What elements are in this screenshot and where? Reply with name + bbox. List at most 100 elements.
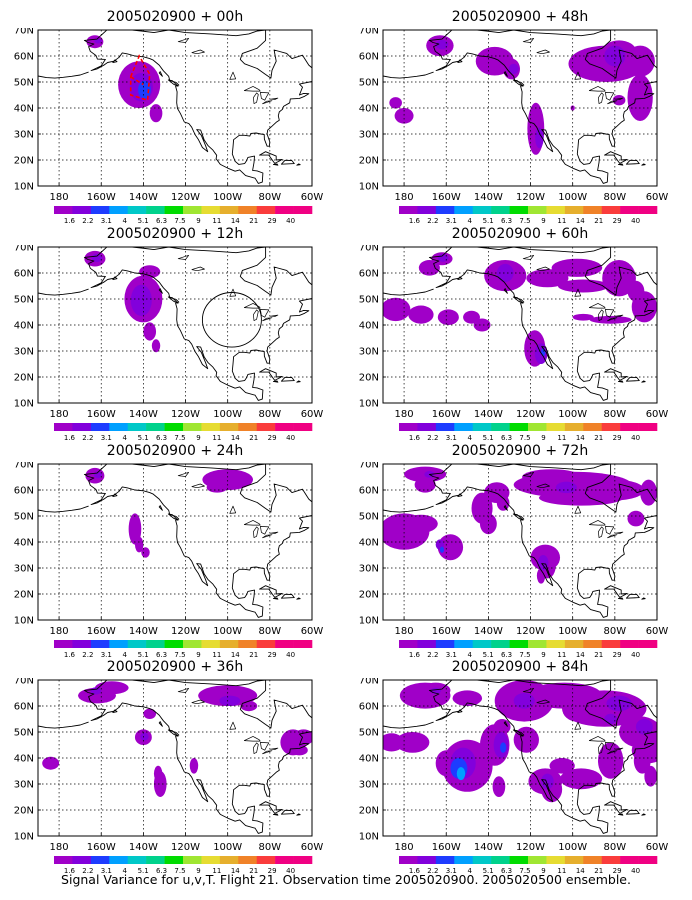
colorbar-swatch — [127, 856, 147, 864]
lon-label: 120W — [171, 192, 200, 203]
colorbar-label: 6.3 — [156, 651, 167, 659]
colorbar-swatch — [435, 640, 455, 648]
colorbar-swatch — [293, 206, 313, 214]
colorbar-label: 6.3 — [501, 434, 512, 442]
lat-label: 10N — [359, 832, 379, 843]
lat-label: 10N — [14, 399, 34, 410]
panel-title: 2005020900 + 36h — [106, 659, 244, 675]
colorbar-label: 1.6 — [409, 867, 421, 875]
variance-blob — [631, 291, 657, 323]
variance-blob — [42, 756, 60, 770]
colorbar-label: 2.2 — [82, 651, 93, 659]
variance-blob — [537, 555, 549, 571]
lat-label: 40N — [14, 754, 34, 765]
variance-field — [86, 35, 163, 123]
forecast-map-00h: 70N 60N 50N 40N 30N 20N 10N 180 160W 140W 120W 100W… — [14, 28, 324, 225]
coastline — [383, 680, 657, 834]
variance-blob — [128, 513, 142, 545]
colorbar-swatch — [417, 423, 437, 431]
variance-blob — [435, 39, 449, 50]
colorbar-label: 40 — [631, 434, 640, 442]
colorbar-label: 14 — [231, 867, 240, 875]
variance-blob — [527, 102, 545, 155]
lat-label: 20N — [14, 373, 34, 384]
variance-blob — [549, 758, 575, 774]
variance-blob — [625, 45, 655, 77]
variance-blob — [551, 258, 603, 277]
colorbar-label: 3.1 — [101, 867, 112, 875]
colorbar-swatch — [601, 423, 621, 431]
colorbar-swatch — [238, 640, 258, 648]
colorbar-swatch — [219, 206, 239, 214]
lat-label: 20N — [14, 156, 34, 167]
colorbar-swatch — [293, 423, 313, 431]
lon-label: 100W — [558, 842, 587, 853]
colorbar-swatch — [109, 423, 129, 431]
coastline — [38, 464, 312, 618]
lon-label: 160W — [432, 626, 461, 637]
lat-label: 30N — [14, 130, 34, 141]
panel-title: 2005020900 + 72h — [451, 443, 589, 459]
variance-field — [85, 467, 253, 558]
colorbar: 1.6 2.2 3.1 4 5.1 6.3 7.5 9 11 14 21 29 40 — [399, 423, 658, 442]
lon-label: 140W — [129, 842, 158, 853]
variance-blob — [151, 339, 161, 353]
lat-label: 20N — [359, 806, 379, 817]
colorbar-swatch — [90, 206, 110, 214]
lon-label: 180 — [50, 409, 69, 420]
variance-blob — [130, 284, 152, 316]
colorbar-swatch — [399, 640, 418, 648]
lon-label: 80W — [604, 409, 627, 420]
colorbar-swatch — [201, 206, 221, 214]
lon-label: 80W — [259, 842, 282, 853]
panel-title: 2005020900 + 12h — [106, 226, 244, 242]
colorbar-label: 7.5 — [519, 434, 530, 442]
variance-blob — [585, 479, 645, 501]
lon-label: 100W — [558, 626, 587, 637]
colorbar-label: 40 — [631, 867, 640, 875]
colorbar-label: 1.6 — [409, 217, 421, 225]
colorbar-swatch — [509, 856, 529, 864]
colorbar-label: 29 — [268, 867, 277, 875]
lat-label: 20N — [359, 590, 379, 601]
colorbar-label: 9 — [196, 651, 200, 659]
lon-label: 140W — [129, 192, 158, 203]
colorbar-label: 11 — [212, 434, 221, 442]
colorbar-swatch — [454, 640, 474, 648]
colorbar-swatch — [546, 640, 566, 648]
colorbar-label: 21 — [249, 434, 258, 442]
colorbar-swatch — [546, 206, 566, 214]
lon-label: 120W — [171, 842, 200, 853]
lat-label: 70N — [14, 462, 34, 471]
colorbar-swatch — [275, 856, 294, 864]
colorbar-swatch — [109, 640, 129, 648]
colorbar-swatch — [491, 640, 510, 648]
variance-blob — [612, 95, 626, 106]
colorbar-label: 21 — [594, 434, 603, 442]
forecast-map-12h: 70N 60N 50N 40N 30N 20N 10N 180 160W 140W 120W 100W… — [14, 245, 324, 442]
colorbar-swatch — [620, 640, 639, 648]
variance-blob — [439, 546, 445, 553]
variance-blob — [394, 108, 414, 124]
lat-label: 10N — [14, 832, 34, 843]
colorbar-label: 14 — [576, 651, 585, 659]
colorbar-label: 7.5 — [519, 651, 530, 659]
colorbar-swatch — [491, 206, 510, 214]
colorbar-swatch — [219, 423, 239, 431]
forecast-map-48h: 70N 60N 50N 40N 30N 20N 10N 180 160W 140W 120W 100W… — [359, 28, 669, 225]
lat-label: 20N — [14, 806, 34, 817]
lon-label: 60W — [646, 626, 669, 637]
colorbar-swatch — [638, 856, 658, 864]
lat-label: 60N — [14, 52, 34, 63]
colorbar-label: 4 — [467, 651, 472, 659]
colorbar-swatch — [454, 206, 474, 214]
colorbar-swatch — [472, 640, 492, 648]
lon-label: 60W — [301, 626, 324, 637]
lat-label: 50N — [14, 728, 34, 739]
colorbar-label: 2.2 — [82, 867, 93, 875]
panel-title: 2005020900 + 48h — [451, 9, 589, 25]
colorbar-swatch — [90, 640, 110, 648]
colorbar-label: 29 — [268, 434, 277, 442]
lon-label: 120W — [516, 842, 545, 853]
lat-label: 30N — [14, 780, 34, 791]
